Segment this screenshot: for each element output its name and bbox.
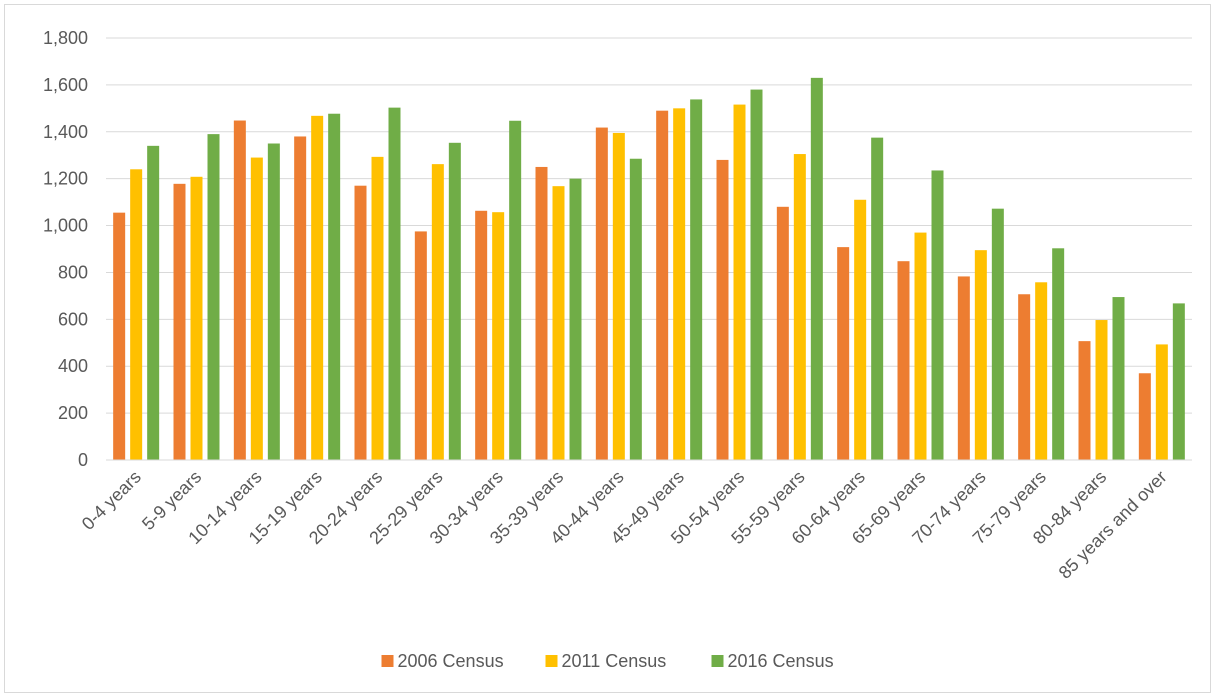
bar-2011-census-11	[793, 154, 806, 461]
bar-2016-census-16	[1112, 297, 1125, 460]
bar-2011-census-6	[492, 212, 505, 460]
y-tick-label: 600	[58, 309, 88, 329]
y-tick-label: 200	[58, 403, 88, 423]
bar-2016-census-15	[1052, 248, 1065, 460]
bar-2016-census-9	[690, 99, 703, 461]
bar-2011-census-2	[250, 157, 263, 461]
legend: 2006 Census 2011 Census 2016 Census	[381, 651, 834, 671]
y-tick-label: 400	[58, 356, 88, 376]
bar-2006-census-4	[354, 185, 367, 460]
bar-2016-census-4	[388, 107, 401, 460]
legend-label: 2016 Census	[728, 651, 834, 671]
bar-2006-census-2	[233, 120, 246, 460]
bar-2016-census-0	[147, 145, 160, 460]
y-axis-ticks: 0 200 400 600 800 1,000 1,200 1,400 1,600 1,800	[43, 28, 88, 470]
legend-swatch-0	[381, 655, 394, 667]
y-tick-label: 1,200	[43, 169, 88, 189]
bar-2016-census-8	[629, 158, 642, 460]
bar-2011-census-12	[854, 199, 867, 460]
bars	[113, 77, 1185, 461]
y-tick-label: 1,400	[43, 122, 88, 142]
bar-2011-census-1	[190, 176, 203, 460]
bar-2011-census-15	[1035, 282, 1048, 460]
bar-2006-census-1	[173, 183, 186, 460]
legend-swatch-2	[711, 655, 724, 667]
bar-2016-census-7	[569, 178, 582, 460]
bar-2011-census-13	[914, 232, 927, 460]
bar-2011-census-5	[431, 164, 444, 460]
bar-2006-census-3	[294, 136, 307, 460]
bar-2016-census-17	[1172, 303, 1185, 460]
bar-2006-census-6	[475, 210, 488, 460]
y-tick-label: 1,800	[43, 28, 88, 48]
bar-2006-census-13	[897, 261, 910, 460]
legend-swatch-1	[545, 655, 558, 667]
bar-2011-census-3	[311, 115, 324, 460]
bar-2006-census-7	[535, 166, 548, 460]
bar-2006-census-16	[1078, 341, 1091, 460]
legend-label: 2011 Census	[562, 651, 667, 671]
bar-2011-census-8	[612, 132, 625, 460]
bar-2016-census-5	[448, 142, 461, 460]
bar-2006-census-11	[776, 206, 789, 460]
bar-2011-census-14	[974, 250, 987, 460]
bar-2011-census-16	[1095, 320, 1108, 460]
bar-2006-census-17	[1138, 373, 1151, 460]
bar-2016-census-2	[267, 143, 280, 460]
bar-2011-census-7	[552, 186, 565, 460]
x-tick-label: 0-4 years	[78, 467, 145, 534]
bar-2006-census-5	[414, 231, 427, 460]
bar-2006-census-10	[716, 159, 729, 460]
x-tick-label: 85 years and over	[1055, 467, 1171, 583]
bar-2016-census-6	[509, 120, 522, 461]
bar-2016-census-3	[328, 113, 341, 460]
y-tick-label: 1,600	[43, 75, 88, 95]
bar-2016-census-13	[931, 170, 944, 460]
y-tick-label: 0	[78, 450, 88, 470]
bar-2011-census-9	[673, 108, 686, 460]
y-tick-label: 800	[58, 262, 88, 282]
bar-2011-census-17	[1155, 344, 1168, 460]
bar-2016-census-12	[871, 137, 884, 460]
bar-2006-census-15	[1018, 294, 1031, 460]
bar-2006-census-14	[957, 276, 970, 460]
y-tick-label: 1,000	[43, 216, 88, 236]
bar-2006-census-12	[837, 247, 850, 460]
legend-label: 2006 Census	[398, 651, 504, 671]
bar-2016-census-10	[750, 89, 763, 461]
bar-2011-census-10	[733, 104, 746, 461]
bar-2016-census-14	[991, 208, 1004, 460]
bar-2016-census-1	[207, 134, 220, 460]
bar-2006-census-8	[595, 127, 608, 461]
bar-2006-census-0	[113, 212, 126, 460]
gridlines	[106, 37, 1192, 414]
bar-2011-census-0	[130, 169, 143, 461]
bar-2006-census-9	[656, 110, 669, 460]
bar-2016-census-11	[810, 77, 823, 460]
bar-2011-census-4	[371, 156, 384, 460]
